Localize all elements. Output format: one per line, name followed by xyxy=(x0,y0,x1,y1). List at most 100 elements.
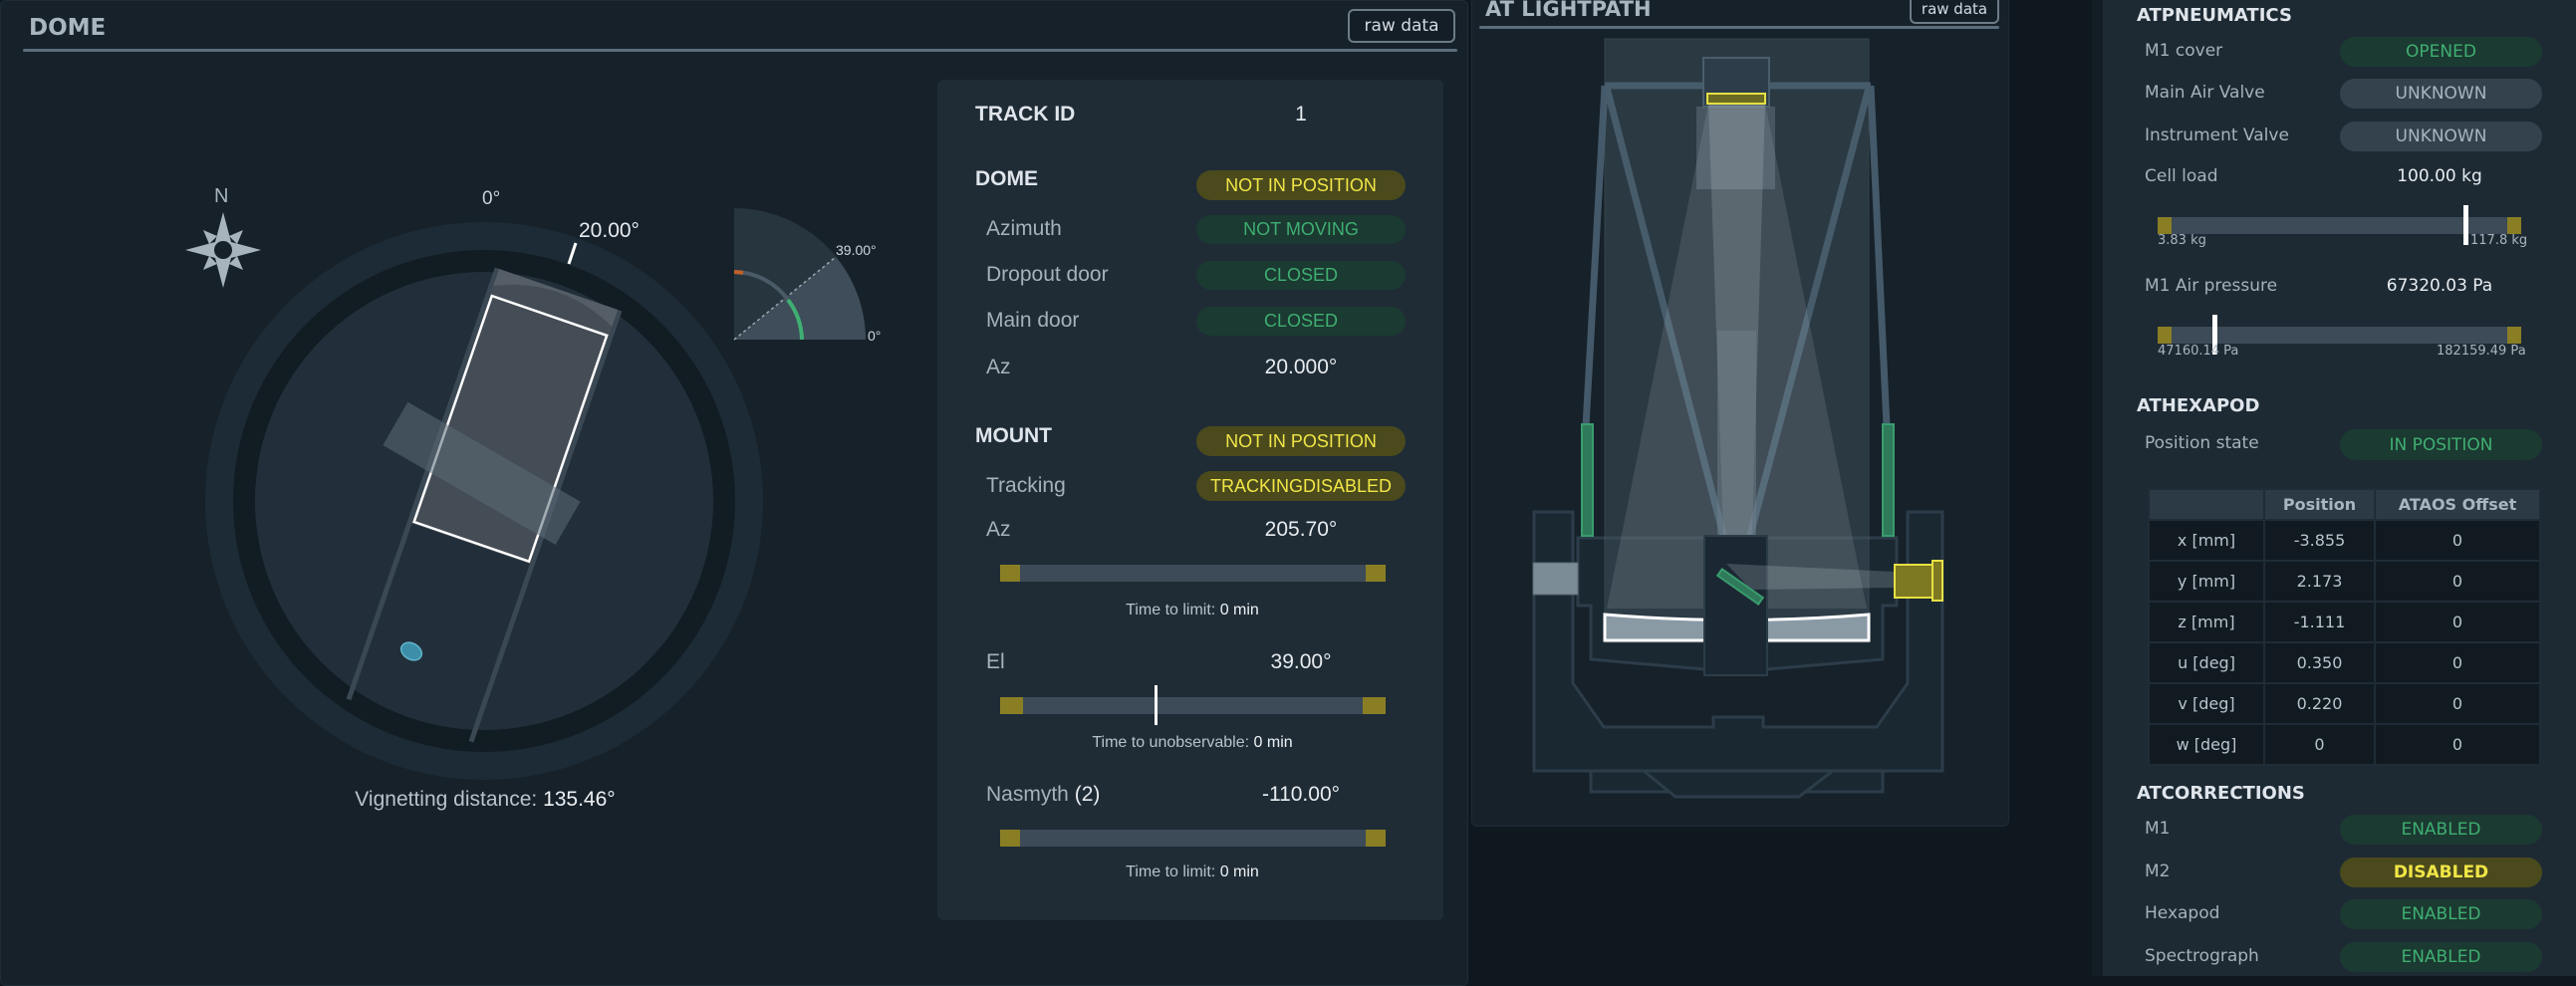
table-cell: 0 xyxy=(2374,519,2541,562)
dome-title-divider xyxy=(23,49,1457,52)
el-current-marker xyxy=(1154,685,1158,725)
el-gauge-value-label: 39.00° xyxy=(836,242,877,258)
central-column xyxy=(1717,331,1756,539)
track-id-label: TRACK ID xyxy=(975,103,1076,125)
dome-az-label: 20.00° xyxy=(579,219,640,242)
elevation-gauge xyxy=(733,208,866,341)
column-header xyxy=(2148,488,2265,521)
table-cell: 0 xyxy=(2263,723,2376,766)
lightpath-raw-data-button[interactable]: raw data xyxy=(1910,0,1999,24)
cell-load-min: 3.83 kg xyxy=(2158,233,2206,248)
el-time-to-unobservable: Time to unobservable: 0 min xyxy=(1092,734,1293,751)
dome-panel: DOME raw data xyxy=(0,0,1468,986)
cell-load-label: Cell load xyxy=(2145,166,2218,186)
baffle-right xyxy=(1882,423,1895,537)
dome-az-value: 20.000° xyxy=(1264,356,1338,378)
dome-raw-data-button[interactable]: raw data xyxy=(1348,9,1455,43)
nasmyth-beam xyxy=(1726,564,1895,590)
table-cell: 0 xyxy=(2374,723,2541,766)
dropout-door-label: Dropout door xyxy=(986,263,1109,286)
vignetting-marker xyxy=(399,641,423,661)
table-cell: -3.855 xyxy=(2263,519,2376,562)
table-cell: v [deg] xyxy=(2148,682,2265,725)
table-cell: 0.350 xyxy=(2263,641,2376,684)
table-cell: 2.173 xyxy=(2263,560,2376,603)
track-id-value: 1 xyxy=(1295,103,1307,125)
mount-section-header: MOUNT xyxy=(975,424,1052,447)
table-row: w [deg] 0 0 xyxy=(2148,723,2541,766)
limit-min xyxy=(1000,830,1020,847)
instrument-right xyxy=(1894,564,1933,599)
dropout-door-status-badge: CLOSED xyxy=(1196,261,1406,290)
tracking-status-badge: TRACKINGDISABLED xyxy=(1196,471,1406,501)
nasmyth-limit-bar xyxy=(1000,830,1386,847)
m1-cover-label: M1 cover xyxy=(2145,41,2223,61)
main-door-status-badge: CLOSED xyxy=(1196,307,1406,336)
limit-min xyxy=(1000,565,1020,582)
m2-mirror xyxy=(1706,93,1766,105)
limit-max xyxy=(2507,217,2521,234)
position-state-badge: IN POSITION xyxy=(2340,429,2542,460)
m1-correction-label: M1 xyxy=(2145,819,2171,839)
table-row: z [mm] -1.111 0 xyxy=(2148,601,2541,643)
table-cell: x [mm] xyxy=(2148,519,2265,562)
tertiary-mirror xyxy=(1715,567,1765,607)
instrument-left xyxy=(1532,562,1579,596)
hexapod-correction-label: Hexapod xyxy=(2145,903,2220,923)
air-pressure-max: 182159.49 Pa xyxy=(2437,344,2526,359)
dome-diagram xyxy=(185,208,866,780)
lightpath-title: AT LIGHTPATH xyxy=(1485,0,1652,21)
right-panel-edge xyxy=(2092,0,2103,976)
tracking-label: Tracking xyxy=(986,474,1066,497)
nasmyth-value: -110.00° xyxy=(1261,783,1341,806)
mount-az-limit-bar xyxy=(1000,565,1386,582)
table-row: x [mm] -3.855 0 xyxy=(2148,519,2541,562)
table-header-row: Position ATAOS Offset xyxy=(2148,488,2541,521)
m1-cover-status-badge: OPENED xyxy=(2340,37,2542,67)
position-state-label: Position state xyxy=(2145,433,2259,453)
table-cell: y [mm] xyxy=(2148,560,2265,603)
limit-max xyxy=(1363,697,1386,714)
vignetting-distance: Vignetting distance: 135.46° xyxy=(355,788,615,812)
el-value: 39.00° xyxy=(1270,650,1332,673)
limit-min xyxy=(2158,217,2172,234)
dome-title: DOME xyxy=(29,15,107,41)
nasmyth-label: Nasmyth (2) xyxy=(986,783,1101,806)
el-label: El xyxy=(986,650,1005,673)
spectrograph-correction-label: Spectrograph xyxy=(2145,946,2259,966)
table-cell: u [deg] xyxy=(2148,641,2265,684)
instrument-right-flange xyxy=(1932,560,1943,602)
vignetting-value: 135.46° xyxy=(543,788,616,811)
main-air-valve-label: Main Air Valve xyxy=(2145,83,2265,103)
mount-status-badge: NOT IN POSITION xyxy=(1196,426,1406,456)
truss xyxy=(1582,82,1891,540)
limit-min xyxy=(2158,327,2172,344)
cell-load-marker xyxy=(2462,205,2468,245)
lightpath-diagram xyxy=(1532,38,1944,799)
cell-load-bar xyxy=(2158,205,2521,245)
telescope-mount xyxy=(383,401,581,545)
atcorrections-header: ATCORRECTIONS xyxy=(2137,783,2305,804)
air-pressure-value: 67320.03 Pa xyxy=(2386,276,2493,296)
main-door-label: Main door xyxy=(986,309,1080,332)
dome-az-row-label: Az xyxy=(986,356,1011,378)
mount-az-label: Az xyxy=(986,518,1011,541)
atpneumatics-header: ATPNEUMATICS xyxy=(2137,5,2292,26)
compass-icon xyxy=(185,212,261,288)
air-pressure-bar xyxy=(2158,315,2521,355)
limit-max xyxy=(2507,327,2521,344)
table-cell: -1.111 xyxy=(2263,601,2376,643)
main-air-valve-status-badge: UNKNOWN xyxy=(2340,79,2542,109)
vignetting-label: Vignetting distance: xyxy=(355,788,538,811)
hexapod-table: Position ATAOS Offset x [mm] -3.855 0 y [mm… xyxy=(2148,488,2541,766)
dome-section-header: DOME xyxy=(975,167,1038,190)
m1-correction-badge: ENABLED xyxy=(2340,815,2542,845)
hexapod-correction-badge: ENABLED xyxy=(2340,899,2542,929)
cell-load-max: 117.8 kg xyxy=(2470,233,2528,248)
limit-max xyxy=(1366,830,1386,847)
instrument-valve-label: Instrument Valve xyxy=(2145,125,2289,145)
compass-north-label: N xyxy=(214,185,229,207)
table-cell: 0 xyxy=(2374,601,2541,643)
el-limit-bar xyxy=(1000,685,1386,725)
cell-load-value: 100.00 kg xyxy=(2397,166,2482,186)
